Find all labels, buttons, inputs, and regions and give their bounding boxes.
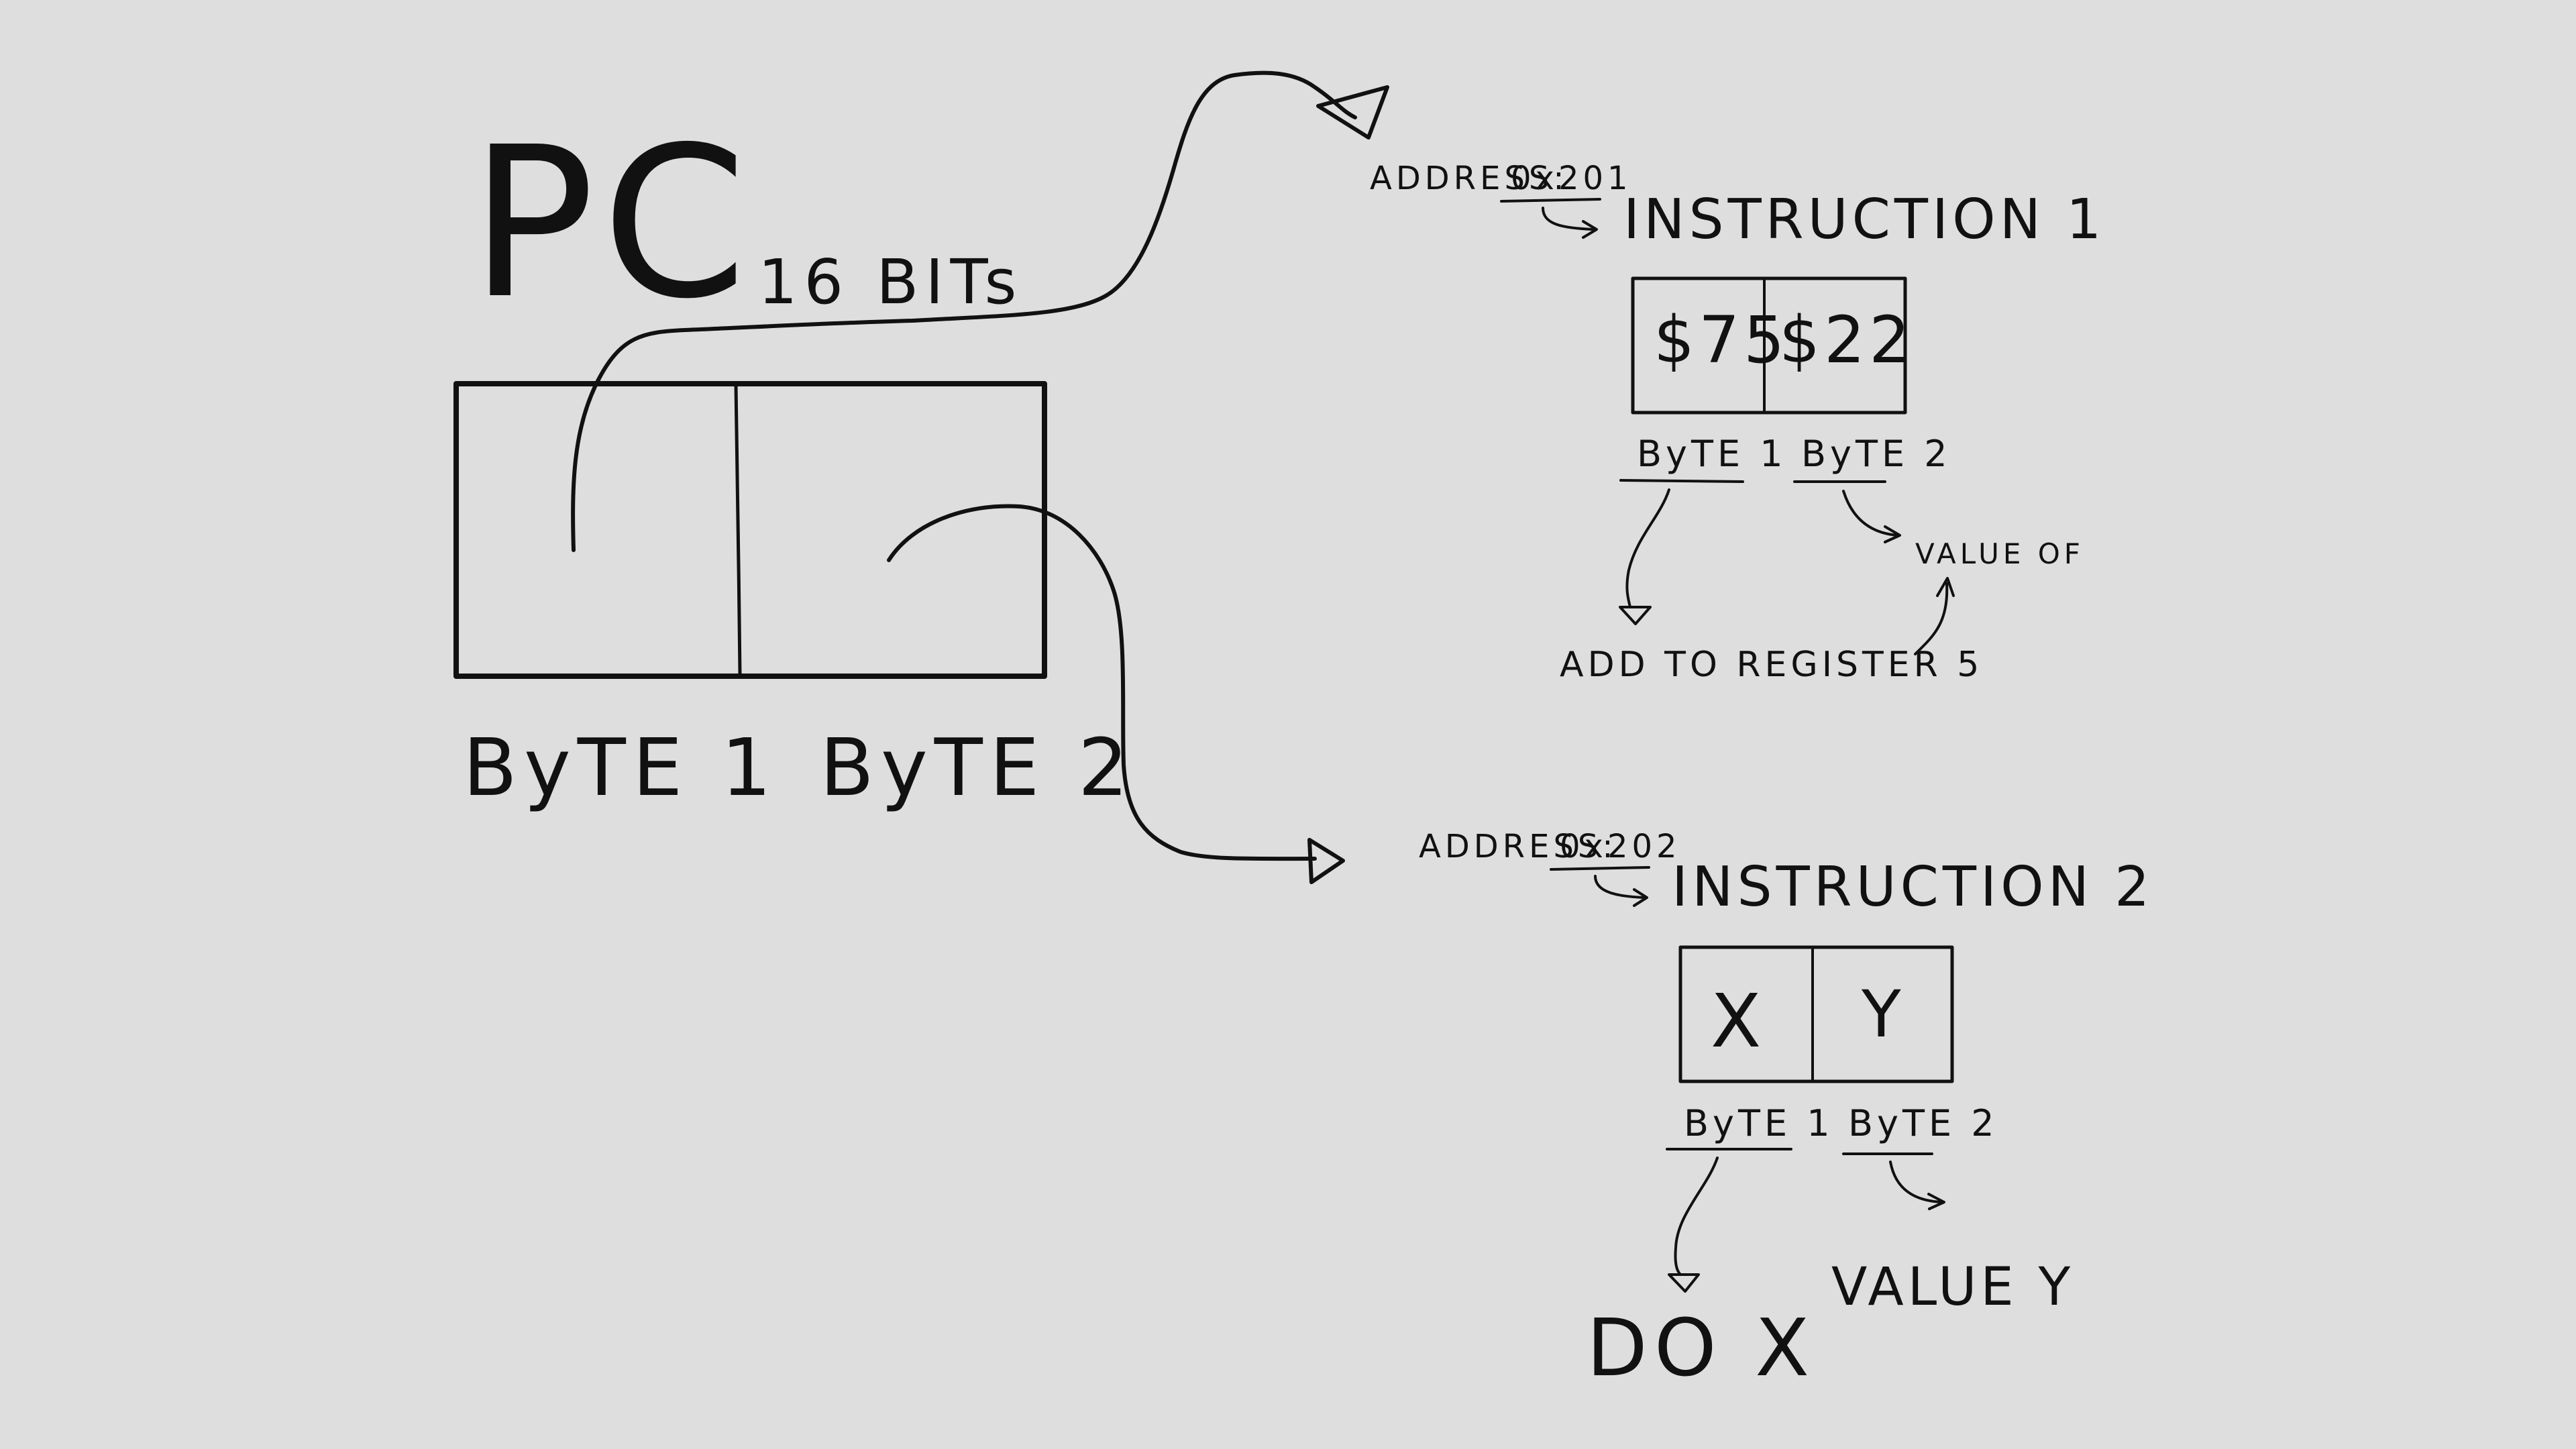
instruction2-box	[1678, 945, 1954, 1083]
instruction1-byte2-label: ByTE 2	[1801, 433, 1951, 475]
instruction1-address-underline	[1500, 198, 1601, 203]
instruction1-byte1-arrowhead	[1619, 606, 1652, 625]
instruction2-byte2-meaning: VALUE Y	[1831, 1257, 2074, 1318]
instruction2-address-value: 0x202	[1560, 828, 1681, 865]
pc-register-box	[453, 381, 1047, 679]
instruction2-byte1-meaning: DO X	[1587, 1301, 1816, 1394]
instruction2-cell2: Y	[1861, 977, 1905, 1052]
instruction1-value-of-arrow	[1914, 577, 1955, 655]
instruction1-box	[1631, 276, 1907, 415]
byte1-to-instruction1-arrow	[571, 70, 1357, 552]
instruction1-byte2-arrow	[1842, 490, 1901, 543]
instruction2-address-prefix: ADDRESS:	[1419, 828, 1617, 865]
instruction2-byte2-arrow	[1889, 1161, 1945, 1210]
instruction1-address-pointer	[1542, 207, 1598, 239]
pc-title: PC	[470, 103, 753, 345]
instruction2-address-underline	[1550, 866, 1650, 871]
instruction2-byte1-arrowhead	[1668, 1273, 1700, 1293]
pc-byte-divider	[734, 383, 742, 676]
instruction2-cell1: X	[1711, 978, 1765, 1064]
arrowhead-instruction1	[1316, 85, 1389, 140]
pc-bits-label: 16 BITs	[758, 246, 1023, 318]
instruction1-byte1-arrow	[1625, 488, 1670, 608]
instruction1-address-value: 0x201	[1511, 160, 1632, 197]
instruction1-title: INSTRUCTION 1	[1623, 188, 2105, 252]
byte2-to-instruction2-arrow	[887, 504, 1317, 861]
instruction2-address-pointer	[1594, 875, 1648, 907]
instruction1-byte2-meaning: VALUE OF	[1915, 537, 2084, 570]
pc-byte2-label: ByTE 2	[820, 721, 1135, 814]
instruction1-byte1-label: ByTE 1	[1637, 433, 1787, 475]
instruction1-address-prefix: ADDRESS:	[1370, 160, 1568, 197]
instruction2-byte1-arrow	[1674, 1157, 1719, 1276]
instruction2-byte2-label: ByTE 2	[1848, 1102, 1998, 1144]
instruction2-title: INSTRUCTION 2	[1672, 855, 2153, 919]
pc-byte1-label: ByTE 1	[463, 721, 778, 814]
arrowhead-instruction2	[1307, 838, 1345, 884]
instruction1-byte1-underline	[1619, 479, 1744, 483]
instruction1-byte1-meaning: ADD TO REGISTER 5	[1560, 645, 1983, 685]
instruction1-cell1: $75	[1654, 303, 1788, 378]
instruction1-cell2: $22	[1779, 303, 1914, 378]
instruction2-byte1-label: ByTE 1	[1684, 1102, 1834, 1144]
